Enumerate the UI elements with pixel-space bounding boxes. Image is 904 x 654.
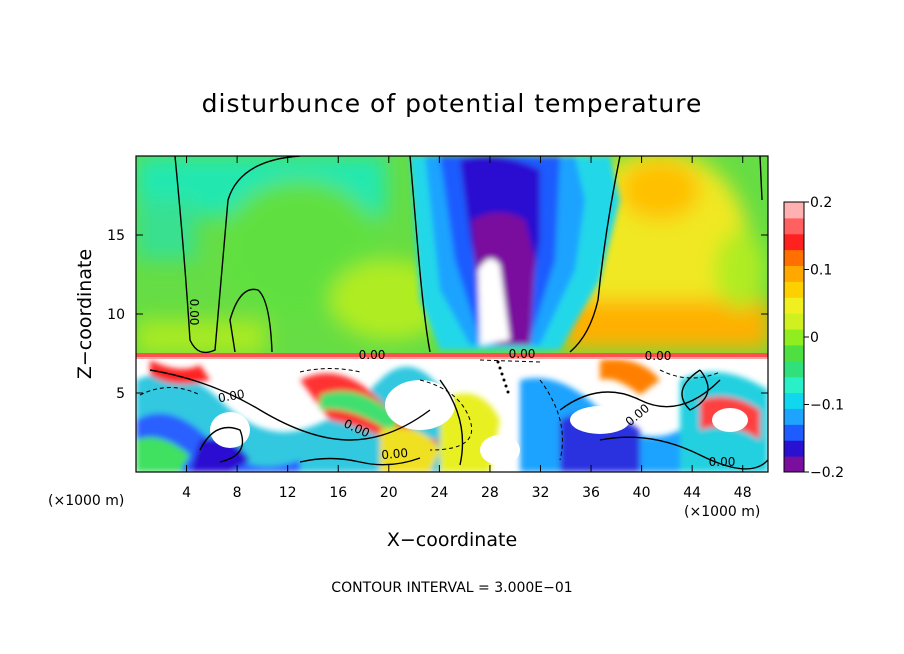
- y-tick-label: 10: [107, 307, 125, 323]
- x-tick-label: 28: [481, 485, 499, 501]
- y-tick-label: 5: [116, 386, 125, 402]
- contour-interval-note: CONTOUR INTERVAL = 3.000E−01: [331, 580, 572, 596]
- x-axis-label: X−coordinate: [387, 529, 517, 551]
- contour-label: 0.00: [359, 348, 386, 362]
- colorbar-swatch: [784, 360, 804, 378]
- colorbar-swatch: [784, 329, 804, 346]
- colorbar-swatch: [784, 408, 804, 425]
- colorbar-swatch: [784, 344, 804, 362]
- colorbar-tick-label: −0.1: [810, 398, 844, 414]
- x-unit-right: (×1000 m): [684, 504, 760, 520]
- x-tick-label: 16: [329, 485, 347, 501]
- colorbar-swatch: [784, 313, 804, 330]
- colorbar-swatch: [784, 456, 804, 473]
- contour-label: 0.00: [187, 299, 201, 326]
- y-axis: 5 10 15: [107, 228, 768, 402]
- colorbar-swatch: [784, 281, 804, 298]
- x-axis: 4 8 12 16 20 24 28 32 36 40 44 48: [182, 156, 752, 501]
- heatmap-field: [136, 156, 768, 472]
- chart-title: disturbunce of potential temperature: [202, 89, 703, 118]
- colorbar-tick-label: 0.1: [810, 263, 832, 279]
- x-tick-label: 36: [582, 485, 600, 501]
- contour-label: 0.00: [381, 446, 409, 462]
- colorbar-swatch: [784, 392, 804, 409]
- x-tick-label: 48: [734, 485, 752, 501]
- x-tick-label: 44: [683, 485, 701, 501]
- colorbar-swatch: [784, 202, 804, 219]
- colorbar-swatch: [784, 424, 804, 441]
- y-tick-label: 15: [107, 228, 125, 244]
- colorbar-swatch: [784, 217, 804, 235]
- x-tick-label: 40: [633, 485, 651, 501]
- colorbar-swatch: [784, 249, 804, 267]
- x-tick-label: 24: [430, 485, 448, 501]
- colorbar-tick-label: 0: [810, 330, 819, 346]
- colorbar-swatch: [784, 376, 804, 394]
- colorbar: −0.2 −0.1 0 0.1 0.2: [783, 195, 844, 481]
- colorbar-tick-label: −0.2: [810, 465, 844, 481]
- colorbar-swatch: [784, 265, 804, 282]
- contour-label: 0.00: [217, 387, 246, 405]
- x-tick-label: 20: [380, 485, 398, 501]
- y-axis-label: Z−coordinate: [74, 249, 96, 379]
- contour-label: 0.00: [509, 347, 536, 361]
- x-tick-label: 32: [532, 485, 550, 501]
- contour-label: 0.00: [709, 455, 736, 469]
- colorbar-swatch: [784, 233, 804, 251]
- colorbar-tick-label: 0.2: [810, 195, 832, 211]
- colorbar-swatch: [784, 440, 804, 457]
- contour-label: 0.00: [645, 349, 672, 363]
- x-unit-left: (×1000 m): [48, 493, 124, 509]
- x-tick-label: 8: [233, 485, 242, 501]
- colorbar-swatch: [784, 297, 804, 314]
- x-tick-label: 4: [182, 485, 191, 501]
- x-tick-label: 12: [279, 485, 297, 501]
